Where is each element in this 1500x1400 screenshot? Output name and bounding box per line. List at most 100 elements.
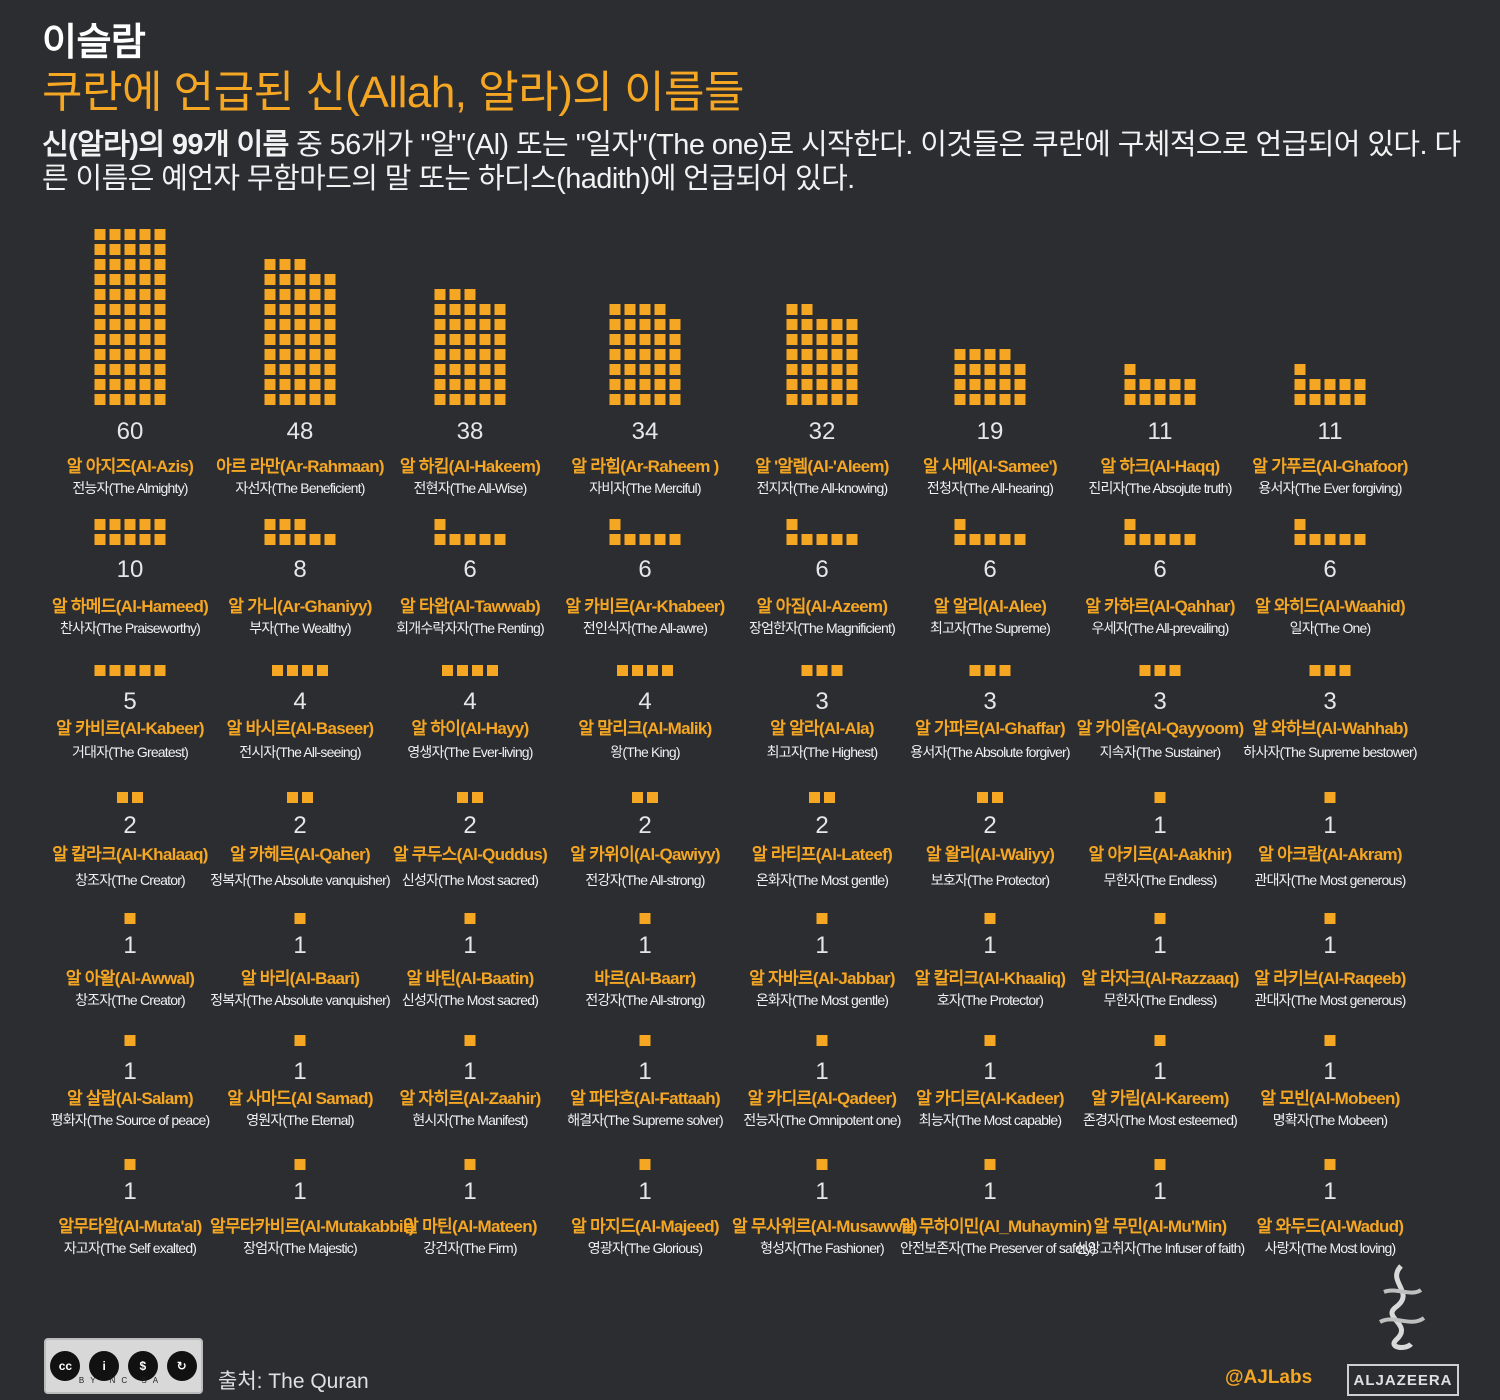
meaning-label: 하사자(The Supreme bestower) <box>1243 744 1417 760</box>
count-label: 1 <box>123 1178 137 1205</box>
meaning-label: 부자(The Wealthy) <box>249 620 351 636</box>
count-label: 5 <box>123 688 137 715</box>
waffle-square <box>639 364 651 375</box>
waffle-square <box>801 349 813 360</box>
waffle-square <box>434 304 446 315</box>
waffle-square <box>609 319 621 330</box>
waffle-square <box>639 1159 651 1170</box>
waffle-square <box>109 534 121 545</box>
ajlabs-handle[interactable]: @AJLabs <box>1225 1367 1313 1388</box>
waffle-square <box>831 334 843 345</box>
waffle-square <box>609 334 621 345</box>
name-label: 알 와두드(Al-Wadud) <box>1256 1217 1404 1236</box>
name-label: 바르(Al-Baarr) <box>594 969 696 988</box>
count-label: 6 <box>1323 556 1337 583</box>
waffle-square <box>801 665 813 676</box>
description: 신(알라)의 99개 이름 중 56개가 "알"(Al) 또는 "일자"(The… <box>42 128 1482 196</box>
waffle-square <box>449 534 461 545</box>
waffle-square <box>1324 394 1336 405</box>
count-label: 32 <box>808 418 836 445</box>
waffle-square <box>624 379 636 390</box>
waffle-square <box>1169 379 1181 390</box>
waffle-square <box>464 289 476 300</box>
aljazeera-brand[interactable]: ALJAZEERA <box>1347 1364 1459 1396</box>
waffle-square <box>324 304 336 315</box>
meaning-label: 전강자(The All-strong) <box>585 992 705 1008</box>
waffle-square <box>317 665 328 676</box>
name-label: 알 칼라크(Al-Khalaaq) <box>52 845 208 864</box>
meaning-label: 진리자(The Absojute truth) <box>1088 480 1232 496</box>
name-label: 알 무민(Al-Mu'Min) <box>1093 1217 1228 1236</box>
waffle-square <box>1184 394 1196 405</box>
meaning-label: 자선자(The Beneficient) <box>235 480 365 496</box>
waffle-square <box>654 379 666 390</box>
count-label: 1 <box>1323 932 1337 959</box>
waffle-square <box>109 519 121 530</box>
waffle-square <box>472 792 483 803</box>
name-label: 알 가니(Ar-Ghaniyy) <box>228 597 372 616</box>
waffle-square <box>669 319 681 330</box>
name-label: 알 아지즈(Al-Azis) <box>66 457 194 476</box>
waffle-square <box>1324 913 1336 924</box>
waffle-square <box>154 244 166 255</box>
waffle-square <box>1354 534 1366 545</box>
waffle-square <box>801 304 813 315</box>
waffle-square <box>464 1159 476 1170</box>
count-label: 4 <box>293 688 307 715</box>
meaning-label: 신앙고취자(The Infuser of faith) <box>1075 1240 1246 1256</box>
waffle-square <box>124 244 136 255</box>
waffle-square <box>434 519 446 530</box>
waffle-square <box>846 379 858 390</box>
waffle-square <box>264 364 276 375</box>
count-label: 11 <box>1317 418 1343 445</box>
count-label: 1 <box>1153 812 1167 839</box>
name-label: 알 바시르(Al-Baseer) <box>226 719 374 738</box>
waffle-square <box>464 364 476 375</box>
waffle-square <box>639 534 651 545</box>
waffle-square <box>846 319 858 330</box>
meaning-label: 전청자(The All-hearing) <box>926 480 1054 496</box>
waffle-square <box>154 289 166 300</box>
waffle-square <box>124 229 136 240</box>
name-label: 알 살람(Al-Salam) <box>67 1089 194 1108</box>
count-label: 6 <box>983 556 997 583</box>
waffle-square <box>1339 379 1351 390</box>
name-label: 알 카디르(Al-Kadeer) <box>916 1089 1064 1108</box>
meaning-label: 우세자(The All-prevailing) <box>1091 620 1230 636</box>
waffle-square <box>94 665 106 676</box>
cc-license-badge[interactable]: cc i $ ↻ <box>44 1338 203 1394</box>
count-label: 1 <box>293 1178 307 1205</box>
page-title: 쿠란에 언급된 신(Allah, 알라)의 이름들 <box>42 68 745 117</box>
waffle-square <box>639 394 651 405</box>
waffle-square <box>279 394 291 405</box>
waffle-square <box>294 1035 306 1046</box>
waffle-square <box>94 394 106 405</box>
waffle-square <box>786 394 798 405</box>
waffle-square <box>264 259 276 270</box>
waffle-square <box>479 394 491 405</box>
name-label: 알무타카비르(Al-Mutakabbir) <box>210 1217 415 1236</box>
count-label: 38 <box>456 418 484 445</box>
waffle-square <box>846 334 858 345</box>
waffle-square <box>816 1159 828 1170</box>
waffle-square <box>124 319 136 330</box>
waffle-square <box>1014 534 1026 545</box>
meaning-label: 해결자(The Supreme solver) <box>567 1112 723 1128</box>
waffle-square <box>434 379 446 390</box>
waffle-square <box>786 519 798 530</box>
waffle-square <box>264 349 276 360</box>
waffle-square <box>1339 534 1351 545</box>
waffle-square <box>786 364 798 375</box>
name-label: 알 카이움(Al-Qayyoom) <box>1076 719 1245 738</box>
waffle-square <box>999 364 1011 375</box>
waffle-square <box>139 274 151 285</box>
waffle-square <box>954 519 966 530</box>
meaning-label: 형성자(The Fashioner) <box>760 1240 885 1256</box>
waffle-square <box>984 364 996 375</box>
waffle-square <box>279 304 291 315</box>
waffle-square <box>324 334 336 345</box>
waffle-square <box>94 534 106 545</box>
count-label: 2 <box>638 812 652 839</box>
waffle-square <box>969 349 981 360</box>
waffle-square <box>124 274 136 285</box>
